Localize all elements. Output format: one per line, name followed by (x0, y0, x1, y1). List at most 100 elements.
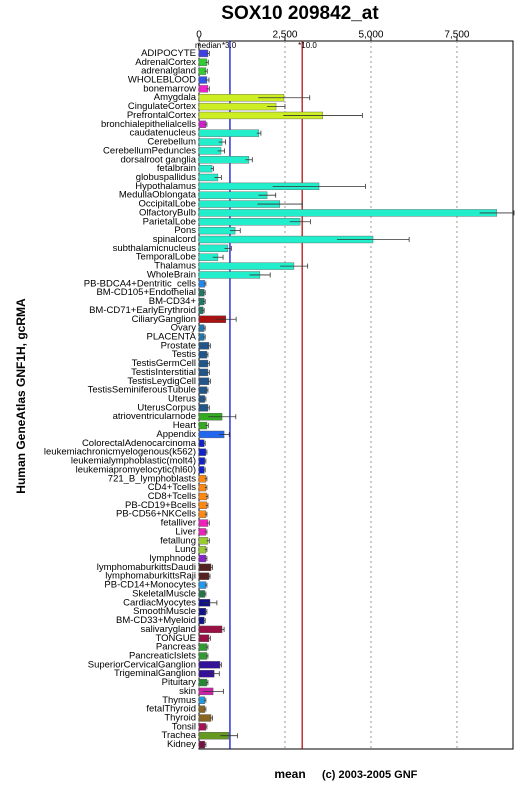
x-tick-label: 0 (196, 30, 202, 41)
y-tick-label: spinalcord (153, 234, 196, 245)
y-tick-label: BM-CD34+ (149, 296, 197, 307)
y-tick-label: fetalliver (161, 518, 196, 529)
y-tick-label: Prostate (161, 340, 196, 351)
reference-label: *3.0 (222, 41, 237, 50)
bar (198, 634, 210, 642)
y-tick-label: Uterus (168, 394, 196, 405)
y-tick-label: Tonsil (172, 721, 196, 732)
y-tick-label: Trachea (162, 730, 197, 741)
y-tick-label: BM-CD33+Myeloid (116, 615, 196, 626)
y-tick-label: TONGUE (156, 633, 196, 644)
bar (198, 661, 221, 669)
y-tick-label: PrefrontalCortex (127, 110, 196, 121)
y-tick-label: leukemiachronicmyelogenous(k562) (44, 447, 196, 458)
y-tick-label: AdrenalCortex (135, 57, 196, 68)
bar (198, 652, 208, 660)
y-tick-label: Appendix (156, 429, 196, 440)
bar (198, 226, 236, 235)
y-tick-label: Ovary (171, 323, 197, 334)
y-tick-label: Thalamus (154, 261, 196, 272)
bar (198, 448, 207, 456)
y-tick-label: TestisSeminiferousTubule (88, 385, 196, 396)
bar (198, 218, 301, 226)
bar (198, 138, 223, 146)
y-tick-label: SmoothMuscle (133, 606, 196, 617)
y-tick-label: lymphomaburkittsRaji (105, 571, 196, 582)
bar (198, 608, 207, 616)
y-tick-label: TemporalLobe (136, 252, 196, 263)
y-tick-label: dorsalroot ganglia (120, 154, 196, 165)
bar (198, 351, 208, 359)
y-tick-label: Hypothalamus (135, 181, 196, 192)
y-tick-label: CD8+Tcells (148, 491, 197, 502)
y-tick-label: bonemarrow (143, 83, 196, 94)
y-tick-label: ADIPOCYTE (141, 48, 196, 59)
y-tick-label: Testis (172, 349, 197, 360)
bar (198, 581, 207, 589)
plot-frame (198, 40, 514, 750)
x-axis-label: mean (274, 767, 305, 781)
bar (198, 678, 208, 687)
y-tick-label: OccipitalLobe (138, 199, 196, 210)
bar (198, 342, 210, 350)
y-tick-label: CiliaryGanglion (132, 314, 196, 325)
y-tick-label: PB-CD14+Monocytes (104, 580, 196, 591)
y-tick-label: TestisGermCell (132, 358, 196, 369)
y-tick-label: bronchialepithelialcells (101, 119, 196, 130)
bar (198, 510, 207, 518)
bar (198, 209, 498, 217)
y-tick-label: PB-BDCA4+Dentritic_cells (84, 278, 196, 289)
y-tick-label: skin (179, 686, 196, 697)
y-tick-label: TestisInterstitial (131, 367, 196, 378)
y-tick-label: ColorectalAdenocarcinoma (82, 438, 197, 449)
bar (198, 262, 295, 270)
reference-label: *10.0 (298, 41, 317, 50)
y-tick-label: atrioventricularnode (113, 411, 196, 422)
bar (198, 102, 277, 111)
bar (198, 164, 213, 173)
bar (198, 545, 207, 554)
y-tick-label: lymphnode (150, 553, 196, 564)
y-tick-label: Kidney (167, 739, 196, 750)
y-tick-label: leukemiapromyelocytic(hl60) (76, 464, 196, 475)
bar (198, 191, 268, 199)
bar (198, 156, 250, 164)
y-tick-label: PancreaticIslets (129, 650, 196, 661)
y-tick-label: 721_B_lymphoblasts (108, 473, 196, 484)
y-tick-label: Cerebellum (147, 137, 196, 148)
bar (198, 723, 207, 731)
y-tick-label: globuspallidus (136, 172, 196, 183)
y-tick-label: Heart (173, 420, 197, 431)
y-tick-label: PB-CD56+NKCells (116, 509, 196, 520)
bar (198, 129, 260, 137)
bar (198, 501, 208, 509)
y-tick-label: Pons (174, 225, 196, 236)
y-tick-label: Pancreas (156, 642, 196, 653)
x-tick-label: 2,500 (272, 30, 297, 41)
y-tick-label: TrigeminalGanglion (114, 668, 196, 679)
bar (198, 572, 210, 580)
bar (198, 492, 208, 501)
y-axis-label: Human GeneAtlas GNF1H, gcRMA (14, 298, 28, 494)
y-tick-label: CingulateCortex (128, 101, 196, 112)
bar (198, 475, 207, 483)
y-tick-label: Liver (175, 526, 196, 537)
y-tick-label: lymphomaburkittsDaudi (97, 562, 196, 573)
y-tick-label: Amygdala (154, 92, 197, 103)
y-tick-label: SuperiorCervicalGanglion (88, 659, 196, 670)
y-tick-label: fetallung (160, 535, 196, 546)
y-tick-label: MedullaOblongata (119, 190, 197, 201)
bar (198, 554, 207, 563)
y-tick-label: PB-CD19+Bcells (125, 500, 196, 511)
y-tick-label: WHOLEBLOOD (128, 75, 196, 86)
y-tick-label: BM-CD71+EarlyErythroid (89, 305, 196, 316)
y-tick-label: CardiacMyocytes (123, 597, 196, 608)
bar (198, 244, 229, 253)
y-tick-label: Lung (175, 544, 196, 555)
x-tick-label: 5,000 (358, 30, 383, 41)
y-tick-label: OlfactoryBulb (139, 207, 196, 218)
bar (198, 625, 223, 634)
bar (198, 563, 212, 572)
y-tick-label: subthalamicnucleus (113, 243, 197, 254)
